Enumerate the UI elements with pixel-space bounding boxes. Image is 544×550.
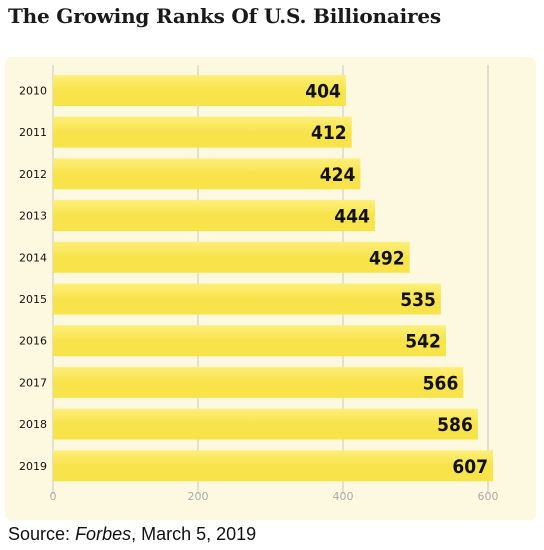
category-label-2012: 2012 bbox=[19, 168, 47, 181]
value-label-2010: 404 bbox=[305, 81, 341, 103]
source-date: , March 5, 2019 bbox=[131, 524, 257, 544]
chart-title: The Growing Ranks Of U.S. Billionaires bbox=[8, 4, 441, 28]
category-label-2015: 2015 bbox=[19, 293, 47, 306]
x-tick-label-400: 400 bbox=[333, 490, 354, 503]
bar-2016 bbox=[53, 325, 446, 357]
category-label-2017: 2017 bbox=[19, 376, 47, 389]
bar-chart: 2010 404 2011 412 2012 424 2013 444 2014 492 2015 5… bbox=[19, 65, 499, 503]
bar-2017 bbox=[53, 366, 464, 398]
value-label-2013: 444 bbox=[334, 206, 370, 228]
source-label: Source: bbox=[8, 524, 71, 544]
bar-2012 bbox=[53, 158, 361, 190]
category-label-2010: 2010 bbox=[19, 85, 47, 98]
value-label-2011: 412 bbox=[311, 122, 347, 144]
value-label-2015: 535 bbox=[400, 289, 436, 311]
bar-2010 bbox=[53, 75, 346, 106]
value-label-2017: 566 bbox=[423, 372, 459, 394]
category-label-2014: 2014 bbox=[19, 251, 47, 264]
bar-2014 bbox=[53, 241, 410, 273]
category-label-2018: 2018 bbox=[19, 418, 47, 431]
x-tick-label-200: 200 bbox=[188, 490, 209, 503]
bar-2011 bbox=[53, 116, 352, 148]
value-label-2014: 492 bbox=[369, 247, 405, 269]
source-note: Source: Forbes, March 5, 2019 bbox=[8, 524, 256, 545]
bar-2018 bbox=[53, 408, 478, 440]
category-label-2016: 2016 bbox=[19, 335, 47, 348]
bar-2013 bbox=[53, 200, 375, 232]
value-label-2018: 586 bbox=[437, 414, 473, 436]
value-label-2019: 607 bbox=[452, 456, 488, 478]
category-label-2011: 2011 bbox=[19, 126, 47, 139]
value-label-2012: 424 bbox=[320, 164, 356, 186]
x-tick-label-0: 0 bbox=[50, 490, 57, 503]
bar-2019 bbox=[53, 450, 494, 482]
category-label-2019: 2019 bbox=[19, 460, 47, 473]
x-tick-label-600: 600 bbox=[478, 490, 499, 503]
category-label-2013: 2013 bbox=[19, 210, 47, 223]
bar-2015 bbox=[53, 283, 441, 315]
source-publication: Forbes bbox=[75, 524, 132, 544]
value-label-2016: 542 bbox=[405, 331, 441, 353]
